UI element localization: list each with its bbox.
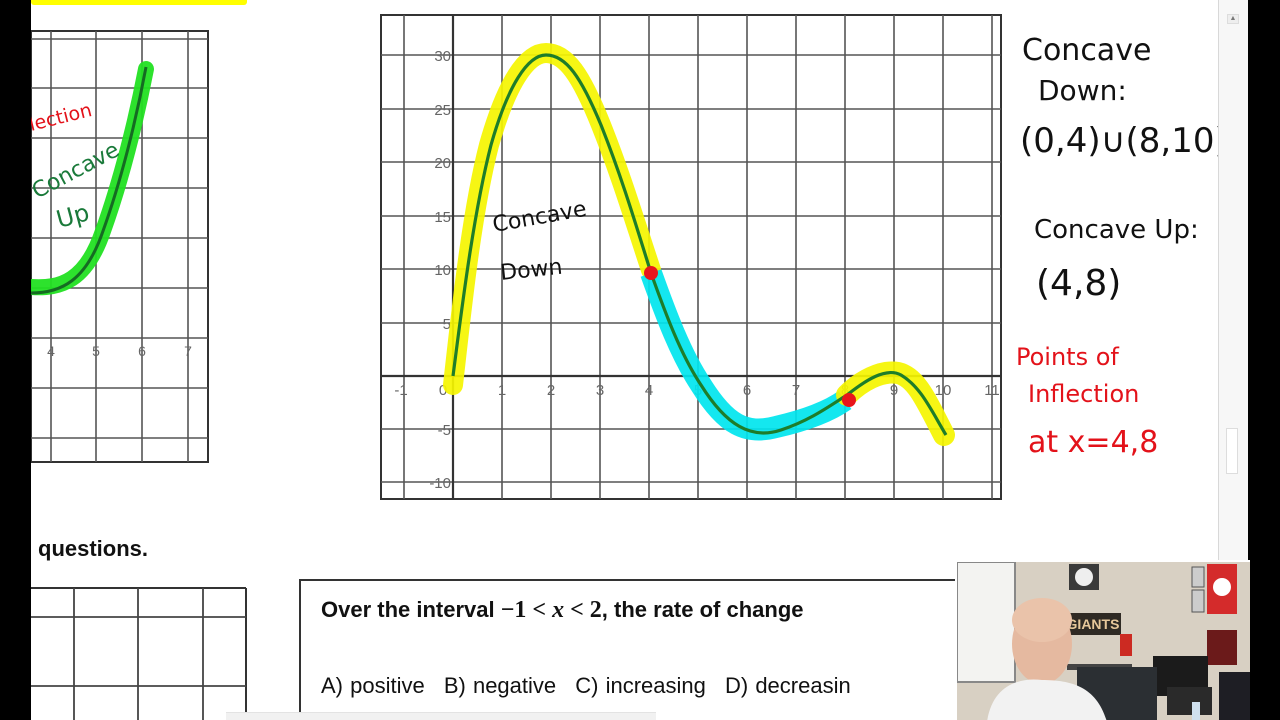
note-concave-down-title: Concave (1022, 33, 1151, 68)
note-concave-down-title-2: Down: (1038, 74, 1127, 107)
option-b[interactable]: B) negative (443, 673, 557, 698)
note-concave-down-value: (0,4)∪(8,10) (1020, 121, 1228, 161)
question-box: Over the interval −1 < x < 2, the rate o… (299, 579, 999, 720)
x-tick-label: 11 (984, 382, 1000, 399)
y-tick-label: 5 (443, 316, 451, 333)
x-tick-label: 6 (743, 382, 751, 399)
inflection-point-x4 (644, 266, 658, 280)
y-tick-label: 20 (434, 155, 451, 172)
main-graph: 30 25 20 15 10 5 -5 -10 -1 0 1 2 3 4 5 6… (380, 14, 1002, 500)
y-tick-label: 25 (434, 102, 451, 119)
note-inflection-line3: at x=4,8 (1028, 425, 1158, 460)
y-tick-label: 10 (434, 262, 451, 279)
y-tick-label: 30 (434, 48, 451, 65)
worksheet-page: 4 5 6 7 lection Concave Up (31, 0, 1248, 720)
scroll-up-arrow-icon[interactable]: ▲ (1227, 14, 1239, 24)
x-tick-label: 4 (645, 382, 653, 399)
left-partial-graph: 4 5 6 7 lection Concave Up (31, 30, 209, 463)
scroll-thumb[interactable] (1226, 428, 1238, 474)
section-heading: questions. (38, 536, 149, 561)
horizontal-scrollbar[interactable] (226, 712, 656, 720)
handwritten-notes: Concave Down: (0,4)∪(8,10) Concave Up: (… (1016, 33, 1228, 460)
x-tick-label: 2 (547, 382, 555, 399)
webcam-scene: GIANTS (957, 562, 1250, 720)
option-a[interactable]: A) positive (321, 673, 425, 698)
answer-options: A) positive B) negative C) increasing D)… (321, 673, 863, 699)
giants-sign-text: GIANTS (1067, 616, 1120, 632)
x-tick-label: 0 (439, 382, 447, 399)
x-tick-label: 1 (498, 382, 506, 399)
x-tick-label: 9 (890, 382, 898, 399)
option-c[interactable]: C) increasing (575, 673, 706, 698)
y-tick-label: -5 (438, 422, 451, 439)
question-text: Over the interval −1 < x < 2, the rate o… (321, 597, 804, 623)
webcam-overlay: GIANTS (955, 560, 1250, 720)
note-concave-up-title: Concave Up: (1034, 215, 1199, 245)
note-inflection-line2: Inflection (1028, 380, 1139, 408)
option-d[interactable]: D) decreasin (725, 673, 851, 698)
y-tick-label: 15 (434, 209, 451, 226)
x-tick-label: 10 (935, 382, 952, 399)
inflection-point-x8 (842, 393, 856, 407)
note-concave-up-value: (4,8) (1036, 263, 1121, 304)
left-x-tick: 5 (92, 343, 100, 359)
x-tick-label: 3 (596, 382, 604, 399)
left-x-tick: 7 (184, 343, 192, 359)
yellow-highlight-mark (31, 0, 247, 5)
giants-sign (1065, 613, 1121, 635)
y-tick-label: -10 (429, 475, 451, 492)
lower-left-grid (31, 587, 247, 720)
left-x-tick: 4 (47, 343, 55, 359)
x-tick-label: -1 (394, 382, 407, 399)
left-x-tick: 6 (138, 343, 146, 359)
x-tick-label: 7 (792, 382, 800, 399)
note-inflection-line1: Points of (1016, 343, 1119, 371)
